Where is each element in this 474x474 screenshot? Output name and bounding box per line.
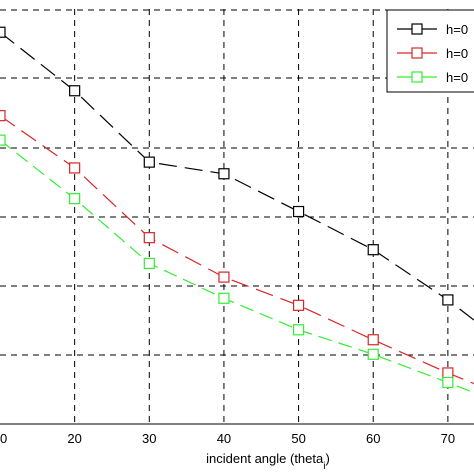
x-axis-label-text: incident angle (theta bbox=[206, 451, 324, 466]
legend-label: h=0 bbox=[446, 22, 468, 37]
data-point-marker bbox=[442, 376, 454, 389]
legend-label: h=0 bbox=[446, 70, 468, 85]
data-point-marker bbox=[218, 292, 230, 304]
data-point-marker bbox=[143, 257, 155, 269]
x-tick-label: 20 bbox=[67, 431, 81, 446]
x-tick-label: 30 bbox=[142, 431, 156, 446]
legend-marker bbox=[411, 71, 423, 83]
data-point-marker bbox=[143, 232, 155, 244]
data-point-marker bbox=[442, 294, 454, 306]
data-point-marker bbox=[69, 193, 81, 205]
data-point-marker bbox=[0, 134, 6, 146]
data-point-marker bbox=[367, 244, 379, 256]
series-line-2 bbox=[0, 115, 474, 385]
x-tick-labels: 10 20 30 40 50 60 70 bbox=[0, 431, 455, 446]
x-tick-label: 10 bbox=[0, 431, 7, 446]
data-point-marker bbox=[442, 367, 454, 379]
x-axis-label: incident angle (thetai) bbox=[206, 451, 330, 472]
data-point-marker bbox=[0, 26, 6, 38]
series-line-1 bbox=[0, 31, 474, 321]
legend-box bbox=[386, 9, 474, 93]
data-point-marker bbox=[367, 334, 379, 346]
data-point-marker bbox=[292, 205, 305, 218]
legend-marker bbox=[411, 47, 423, 59]
data-point-marker bbox=[367, 348, 379, 360]
data-point-marker bbox=[292, 299, 305, 311]
x-tick-label: 70 bbox=[441, 431, 455, 446]
x-axis-label-close: ) bbox=[325, 451, 329, 466]
x-tick-label: 60 bbox=[366, 431, 380, 446]
x-axis-label-subscript: i bbox=[323, 461, 325, 472]
x-tick-label: 40 bbox=[217, 431, 231, 446]
data-point-marker bbox=[292, 324, 305, 336]
data-point-marker bbox=[0, 110, 6, 122]
data-point-marker bbox=[69, 85, 81, 97]
x-tick-label: 50 bbox=[291, 431, 305, 446]
series-group bbox=[0, 26, 474, 394]
data-point-marker bbox=[218, 168, 230, 180]
data-point-marker bbox=[218, 271, 230, 283]
data-point-marker bbox=[69, 162, 81, 174]
legend: h=0 h=0 h=0 bbox=[386, 9, 474, 93]
legend-marker bbox=[411, 23, 423, 35]
legend-label: h=0 bbox=[446, 46, 468, 61]
series-line-3 bbox=[0, 139, 474, 394]
data-point-marker bbox=[143, 156, 155, 168]
